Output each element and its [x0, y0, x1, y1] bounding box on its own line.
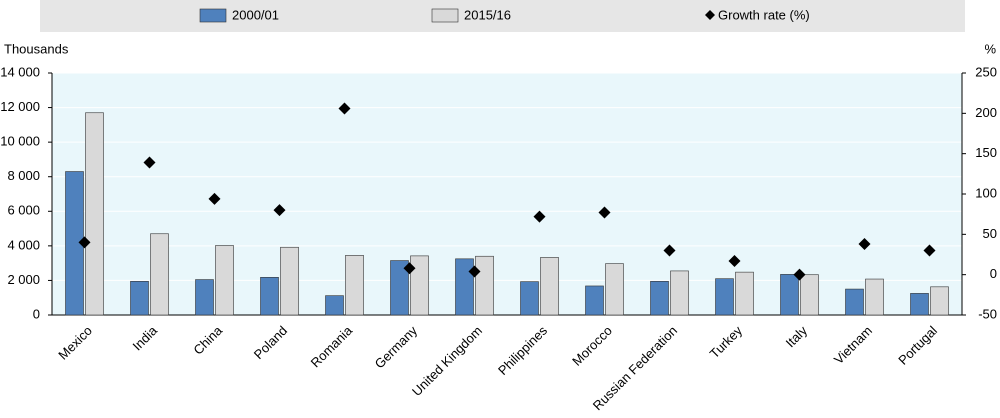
marker: [273, 204, 286, 217]
x-tick-label: Portugal: [895, 323, 940, 368]
bar: [845, 288, 864, 316]
marker: [598, 206, 611, 219]
bar: [735, 271, 754, 316]
bar: [150, 233, 169, 316]
bar: [780, 274, 799, 316]
bar: [605, 263, 624, 316]
bar: [910, 293, 929, 316]
y-tick-label: 10 000: [0, 134, 40, 149]
bar: [930, 286, 949, 316]
bar: [715, 278, 734, 316]
marker: [78, 236, 91, 249]
legend-label: Growth rate (%): [718, 7, 810, 22]
marker: [728, 254, 741, 267]
x-tick-label: China: [190, 322, 225, 357]
marker: [143, 156, 156, 169]
x-tick-label: Mexico: [55, 323, 95, 363]
bar: [85, 112, 104, 316]
marker: [858, 238, 871, 251]
y-axis-label: Thousands: [4, 41, 69, 56]
y-tick-label: 14 000: [0, 64, 40, 79]
x-tick-label: Morocco: [569, 323, 615, 369]
bar: [325, 295, 344, 316]
marker: [338, 102, 351, 115]
bar: [455, 258, 474, 316]
x-tick-label: Poland: [251, 323, 290, 362]
bar: [280, 246, 299, 316]
legend-label: 2000/01: [232, 7, 279, 22]
bar: [585, 285, 604, 316]
y-tick-label: 6 000: [7, 203, 40, 218]
y2-tick-label: 200: [975, 105, 997, 120]
x-tick-label: Philippines: [495, 323, 550, 378]
y-tick-label: 2 000: [7, 272, 40, 287]
marker: [923, 244, 936, 257]
y-tick-label: 0: [33, 306, 40, 321]
x-tick-label: Romania: [308, 322, 356, 370]
y2-tick-label: 150: [975, 145, 997, 160]
bar: [195, 279, 214, 316]
y2-tick-label: 100: [975, 185, 997, 200]
x-tick-label: United Kingdom: [409, 323, 485, 399]
marker: [663, 244, 676, 257]
bar: [390, 260, 409, 316]
bar: [540, 257, 559, 316]
y2-tick-label: 50: [983, 226, 997, 241]
plot-area: [52, 73, 962, 315]
x-tick-label: Italy: [783, 323, 811, 351]
y2-tick-label: -50: [978, 306, 997, 321]
bar: [130, 280, 149, 316]
bar: [260, 277, 279, 316]
legend: 2000/01 2015/16 Growth rate (%): [199, 7, 810, 23]
marker: [533, 210, 546, 223]
legend-label: 2015/16: [464, 7, 511, 22]
x-tick-label: Germany: [372, 323, 421, 372]
y2-axis-label: %: [984, 41, 996, 56]
marker: [403, 262, 416, 275]
bar: [475, 255, 494, 316]
y-tick-label: 8 000: [7, 168, 40, 183]
bar: [410, 255, 429, 316]
x-tick-label: Turkey: [707, 323, 746, 362]
bar: [345, 255, 364, 316]
bar: [650, 280, 669, 316]
y2-tick-label: 0: [990, 266, 997, 281]
bar: [520, 281, 539, 316]
bar: [670, 270, 689, 316]
legend-swatch: [431, 8, 459, 23]
bar: [865, 278, 884, 316]
x-tick-label: Vietnam: [831, 323, 875, 367]
marker: [468, 265, 481, 278]
legend-background: [40, 0, 965, 32]
bar: [215, 245, 234, 316]
x-tick-label: India: [130, 322, 161, 353]
marker: [793, 268, 806, 281]
bar: [800, 274, 819, 316]
y-tick-label: 12 000: [0, 99, 40, 114]
legend-swatch: [705, 10, 715, 20]
marker: [208, 192, 221, 205]
y-tick-label: 4 000: [7, 237, 40, 252]
y2-tick-label: 250: [975, 64, 997, 79]
legend-swatch: [199, 8, 227, 23]
